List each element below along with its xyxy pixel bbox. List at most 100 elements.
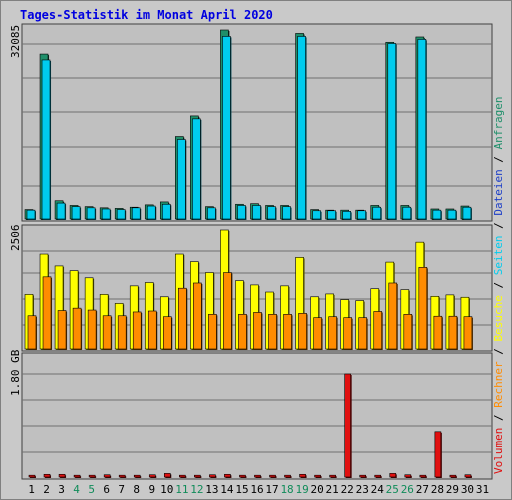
bar-seiten-day-8 <box>131 207 141 220</box>
x-tick-label: 25 <box>386 483 399 496</box>
x-axis: 1 2 3 4 5 6 7 8 9 10 11 12 13 14 15 16 17 18 19 20 21 22 23 24 2… <box>28 483 489 496</box>
x-tick-label: 10 <box>160 483 173 496</box>
panel-top: 32085 <box>9 23 493 222</box>
bar-rechner-day-22 <box>343 317 352 350</box>
x-tick-label: 18 <box>280 483 293 496</box>
x-tick-label: 5 <box>88 483 95 496</box>
bar-rechner-day-18 <box>283 314 292 350</box>
bar-rechner-day-20 <box>313 317 322 350</box>
x-tick-label: 29 <box>446 483 459 496</box>
bar-seiten-day-17 <box>267 206 276 220</box>
bar-rechner-day-6 <box>102 315 112 350</box>
bar-volumen-day-26 <box>404 474 412 478</box>
x-tick-label: 28 <box>431 483 444 496</box>
bar-volumen-day-14 <box>224 473 231 478</box>
bar-rechner-day-12 <box>193 282 202 350</box>
bar-rechner-day-8 <box>132 311 142 350</box>
bar-seiten-day-20 <box>312 210 321 220</box>
bar-seiten-day-15 <box>237 205 246 220</box>
bar-rechner-day-1 <box>27 315 37 350</box>
bar-seiten-day-6 <box>101 208 111 220</box>
bar-seiten-day-29 <box>447 209 457 220</box>
x-tick-label: 26 <box>401 483 414 496</box>
bar-seiten-day-27 <box>417 39 427 220</box>
bar-rechner-day-13 <box>208 314 217 350</box>
bar-seiten-day-12 <box>192 118 201 220</box>
bar-rechner-day-9 <box>147 310 157 350</box>
bar-volumen-day-10 <box>163 473 171 478</box>
side-label-part: / <box>492 342 505 362</box>
bar-seiten-day-11 <box>177 139 186 220</box>
panel-frame <box>21 352 493 480</box>
x-tick-label: 4 <box>73 483 80 496</box>
side-label-part: Rechner <box>492 361 505 408</box>
x-tick-label: 30 <box>461 483 474 496</box>
side-label-part: / <box>492 275 505 295</box>
bar-seiten-day-1 <box>26 209 36 220</box>
bar-rechner-day-27 <box>418 267 428 350</box>
bar-volumen-day-7 <box>118 474 126 478</box>
bar-volumen-day-4 <box>73 474 81 478</box>
bar-volumen-day-11 <box>179 474 186 478</box>
bar-seiten-day-3 <box>56 202 66 220</box>
bar-volumen-day-8 <box>133 474 141 478</box>
bar-volumen-day-15 <box>239 474 246 478</box>
side-label-part: Besuche <box>492 295 505 341</box>
bar-seiten-day-16 <box>252 205 261 220</box>
bar-volumen-day-22 <box>344 373 351 478</box>
x-tick-label: 23 <box>356 483 369 496</box>
x-tick-label: 12 <box>190 483 203 496</box>
bar-seiten-day-21 <box>327 210 336 220</box>
bar-volumen-day-6 <box>103 474 111 478</box>
x-tick-label: 17 <box>265 483 278 496</box>
bar-seiten-day-24 <box>372 206 382 220</box>
side-label-part: / <box>492 216 505 236</box>
bar-seiten-day-30 <box>462 206 472 220</box>
bar-seiten-day-14 <box>222 36 231 220</box>
bar-seiten-day-26 <box>402 206 412 220</box>
x-tick-label: 14 <box>220 483 234 496</box>
x-tick-label: 15 <box>235 483 248 496</box>
bar-volumen-day-21 <box>329 474 336 478</box>
bar-seiten-day-22 <box>342 211 351 220</box>
bar-seiten-day-13 <box>207 207 216 220</box>
bar-volumen-day-23 <box>359 474 367 478</box>
x-tick-label: 24 <box>371 483 385 496</box>
bar-rechner-day-11 <box>178 287 187 350</box>
x-tick-label: 3 <box>58 483 65 496</box>
bar-volumen-day-2 <box>43 473 51 478</box>
bar-rechner-day-7 <box>117 315 127 350</box>
bar-rechner-day-5 <box>87 309 97 350</box>
panel-max-label: 1.80 GB <box>9 349 22 396</box>
bar-volumen-day-27 <box>419 474 427 478</box>
bar-seiten-day-4 <box>71 206 81 220</box>
side-label-part: Seiten <box>492 236 505 276</box>
x-tick-label: 11 <box>175 483 188 496</box>
bar-seiten-day-19 <box>297 36 306 220</box>
bar-rechner-day-19 <box>298 313 307 350</box>
bar-seiten-day-9 <box>146 205 156 220</box>
bar-volumen-day-19 <box>299 473 306 478</box>
x-tick-label: 20 <box>311 483 324 496</box>
side-label-part: Anfragen <box>492 96 505 149</box>
series-side-label: Volumen / Rechner / Besuche / Seiten / D… <box>492 96 505 474</box>
bar-volumen-day-29 <box>449 474 457 478</box>
bar-rechner-day-16 <box>253 312 262 350</box>
bar-seiten-day-23 <box>357 210 367 220</box>
side-label-part: / <box>492 408 505 428</box>
x-tick-label: 8 <box>133 483 140 496</box>
side-label-part: / <box>492 149 505 169</box>
bar-rechner-day-25 <box>388 282 398 350</box>
bar-volumen-day-9 <box>148 474 156 478</box>
bar-volumen-day-18 <box>284 474 291 478</box>
bar-rechner-day-4 <box>72 307 82 350</box>
bar-volumen-day-16 <box>254 474 261 478</box>
bar-rechner-day-21 <box>328 316 337 350</box>
bar-volumen-day-25 <box>389 473 397 478</box>
x-tick-label: 6 <box>103 483 110 496</box>
bar-volumen-day-28 <box>434 431 442 478</box>
bar-rechner-day-30 <box>463 316 473 350</box>
x-tick-label: 7 <box>118 483 125 496</box>
side-label-part: Volumen <box>492 428 505 474</box>
